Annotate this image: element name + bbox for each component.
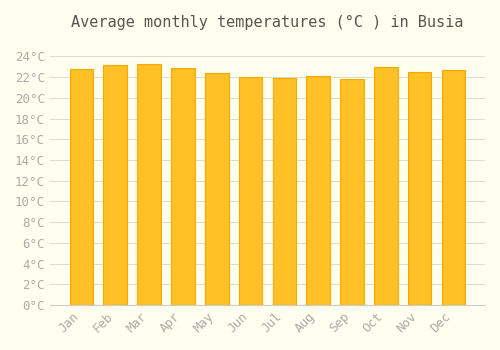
Bar xyxy=(442,70,465,305)
Bar xyxy=(408,72,432,305)
Bar xyxy=(238,77,262,305)
Bar xyxy=(272,78,296,305)
Title: Average monthly temperatures (°C ) in Busia: Average monthly temperatures (°C ) in Bu… xyxy=(71,15,464,30)
Bar xyxy=(70,69,94,305)
Bar xyxy=(171,68,194,305)
Bar xyxy=(104,65,127,305)
Bar xyxy=(138,64,161,305)
Bar xyxy=(205,73,229,305)
Bar xyxy=(374,67,398,305)
Bar xyxy=(306,76,330,305)
Bar xyxy=(340,79,364,305)
